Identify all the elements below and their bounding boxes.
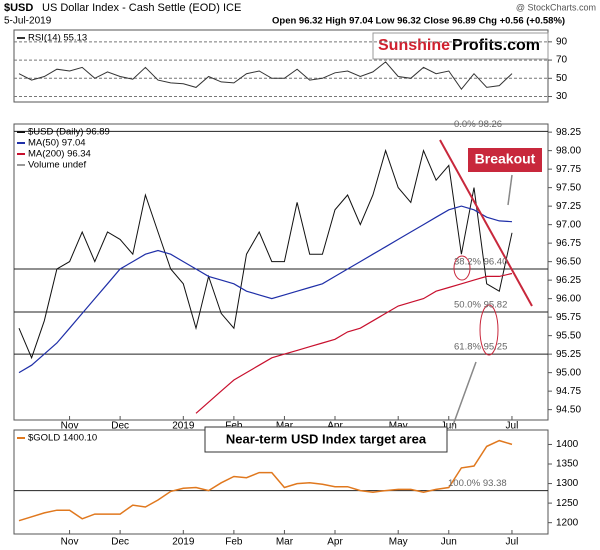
y-tick-label: 1400 xyxy=(556,439,579,450)
legend-entry: RSI(14) 55.13 xyxy=(28,33,87,44)
x-tick-label: Dec xyxy=(111,537,129,548)
level-label: 100.0% 93.38 xyxy=(448,478,507,489)
circle xyxy=(453,255,471,281)
y-tick-label: 96.25 xyxy=(556,275,581,286)
quote: Open 96.32 High 97.04 Low 96.32 Close 96… xyxy=(272,16,565,27)
y-tick-label: 97.00 xyxy=(556,219,581,230)
x-tick-label: Mar xyxy=(276,421,294,432)
x-tick-label: Apr xyxy=(327,421,343,432)
arrow xyxy=(451,361,477,429)
y-tick-label: 95.25 xyxy=(556,349,581,360)
level-label: 50.0% 95.82 xyxy=(454,299,507,310)
x-tick-label: Apr xyxy=(327,537,343,548)
x-tick-label: Nov xyxy=(61,537,79,548)
y-tick-label: 95.50 xyxy=(556,330,581,341)
y-tick-label: 90 xyxy=(556,36,568,47)
y-tick-label: 96.75 xyxy=(556,238,581,249)
trend-line xyxy=(439,139,533,307)
source: @ StockCharts.com xyxy=(516,2,596,12)
rsi-frame xyxy=(13,29,549,103)
y-tick-label: 98.25 xyxy=(556,127,581,138)
legend-entry: MA(200) 96.34 xyxy=(28,149,91,160)
target-box xyxy=(204,426,448,453)
breakout-box xyxy=(468,148,542,172)
logo-part2: Profits.com xyxy=(452,37,540,54)
x-tick-label: Feb xyxy=(225,537,243,548)
series-line xyxy=(18,61,513,91)
chart-title: US Dollar Index - Cash Settle (EOD) ICE xyxy=(42,2,241,14)
y-tick-label: 97.50 xyxy=(556,182,581,193)
date: 5-Jul-2019 xyxy=(4,16,52,27)
level-label: 38.2% 96.40 xyxy=(454,257,507,268)
target-label: Near-term USD Index target area xyxy=(226,431,427,446)
y-tick-label: 50 xyxy=(556,73,568,84)
y-tick-label: 97.25 xyxy=(556,201,581,212)
breakout-label: Breakout xyxy=(475,151,536,167)
level-label: 0.0% 98.26 xyxy=(454,119,502,130)
legend-entry: $USD (Daily) 96.89 xyxy=(28,127,110,138)
x-tick-label: Jun xyxy=(441,421,457,432)
y-tick-label: 1200 xyxy=(556,517,579,528)
x-tick-label: Mar xyxy=(276,537,294,548)
x-tick-label: Jul xyxy=(506,421,519,432)
series-line xyxy=(18,439,513,522)
y-tick-label: 96.50 xyxy=(556,256,581,267)
y-tick-label: 96.00 xyxy=(556,293,581,304)
circle xyxy=(479,304,499,356)
x-tick-label: May xyxy=(389,537,408,548)
symbol: $USD xyxy=(4,2,33,14)
level-label: 61.8% 95.25 xyxy=(454,342,507,353)
legend-entry: MA(50) 97.04 xyxy=(28,138,86,149)
y-tick-label: 95.75 xyxy=(556,312,581,323)
legend-entry: Volume undef xyxy=(28,160,86,171)
arrow xyxy=(507,174,513,206)
x-tick-label: Nov xyxy=(61,421,79,432)
series-line xyxy=(195,272,513,414)
x-tick-label: Dec xyxy=(111,421,129,432)
y-tick-label: 70 xyxy=(556,55,568,66)
y-tick-label: 1300 xyxy=(556,478,579,489)
y-tick-label: 94.50 xyxy=(556,404,581,415)
y-tick-label: 95.00 xyxy=(556,367,581,378)
series-line xyxy=(18,148,513,360)
x-tick-label: Feb xyxy=(225,421,243,432)
y-tick-label: 1350 xyxy=(556,459,579,470)
logo-box xyxy=(372,32,549,60)
x-tick-label: Jun xyxy=(441,537,457,548)
legend-entry: $GOLD 1400.10 xyxy=(28,433,97,444)
y-tick-label: 1250 xyxy=(556,498,579,509)
price-frame xyxy=(13,123,549,421)
x-tick-label: Jul xyxy=(506,537,519,548)
y-tick-label: 30 xyxy=(556,91,568,102)
y-tick-label: 98.00 xyxy=(556,145,581,156)
x-tick-label: 2019 xyxy=(172,421,195,432)
y-tick-label: 94.75 xyxy=(556,386,581,397)
logo-part1: Sunshine xyxy=(378,37,450,54)
series-line xyxy=(18,205,513,374)
y-tick-label: 97.75 xyxy=(556,164,581,175)
x-tick-label: 2019 xyxy=(172,537,195,548)
x-tick-label: May xyxy=(389,421,408,432)
